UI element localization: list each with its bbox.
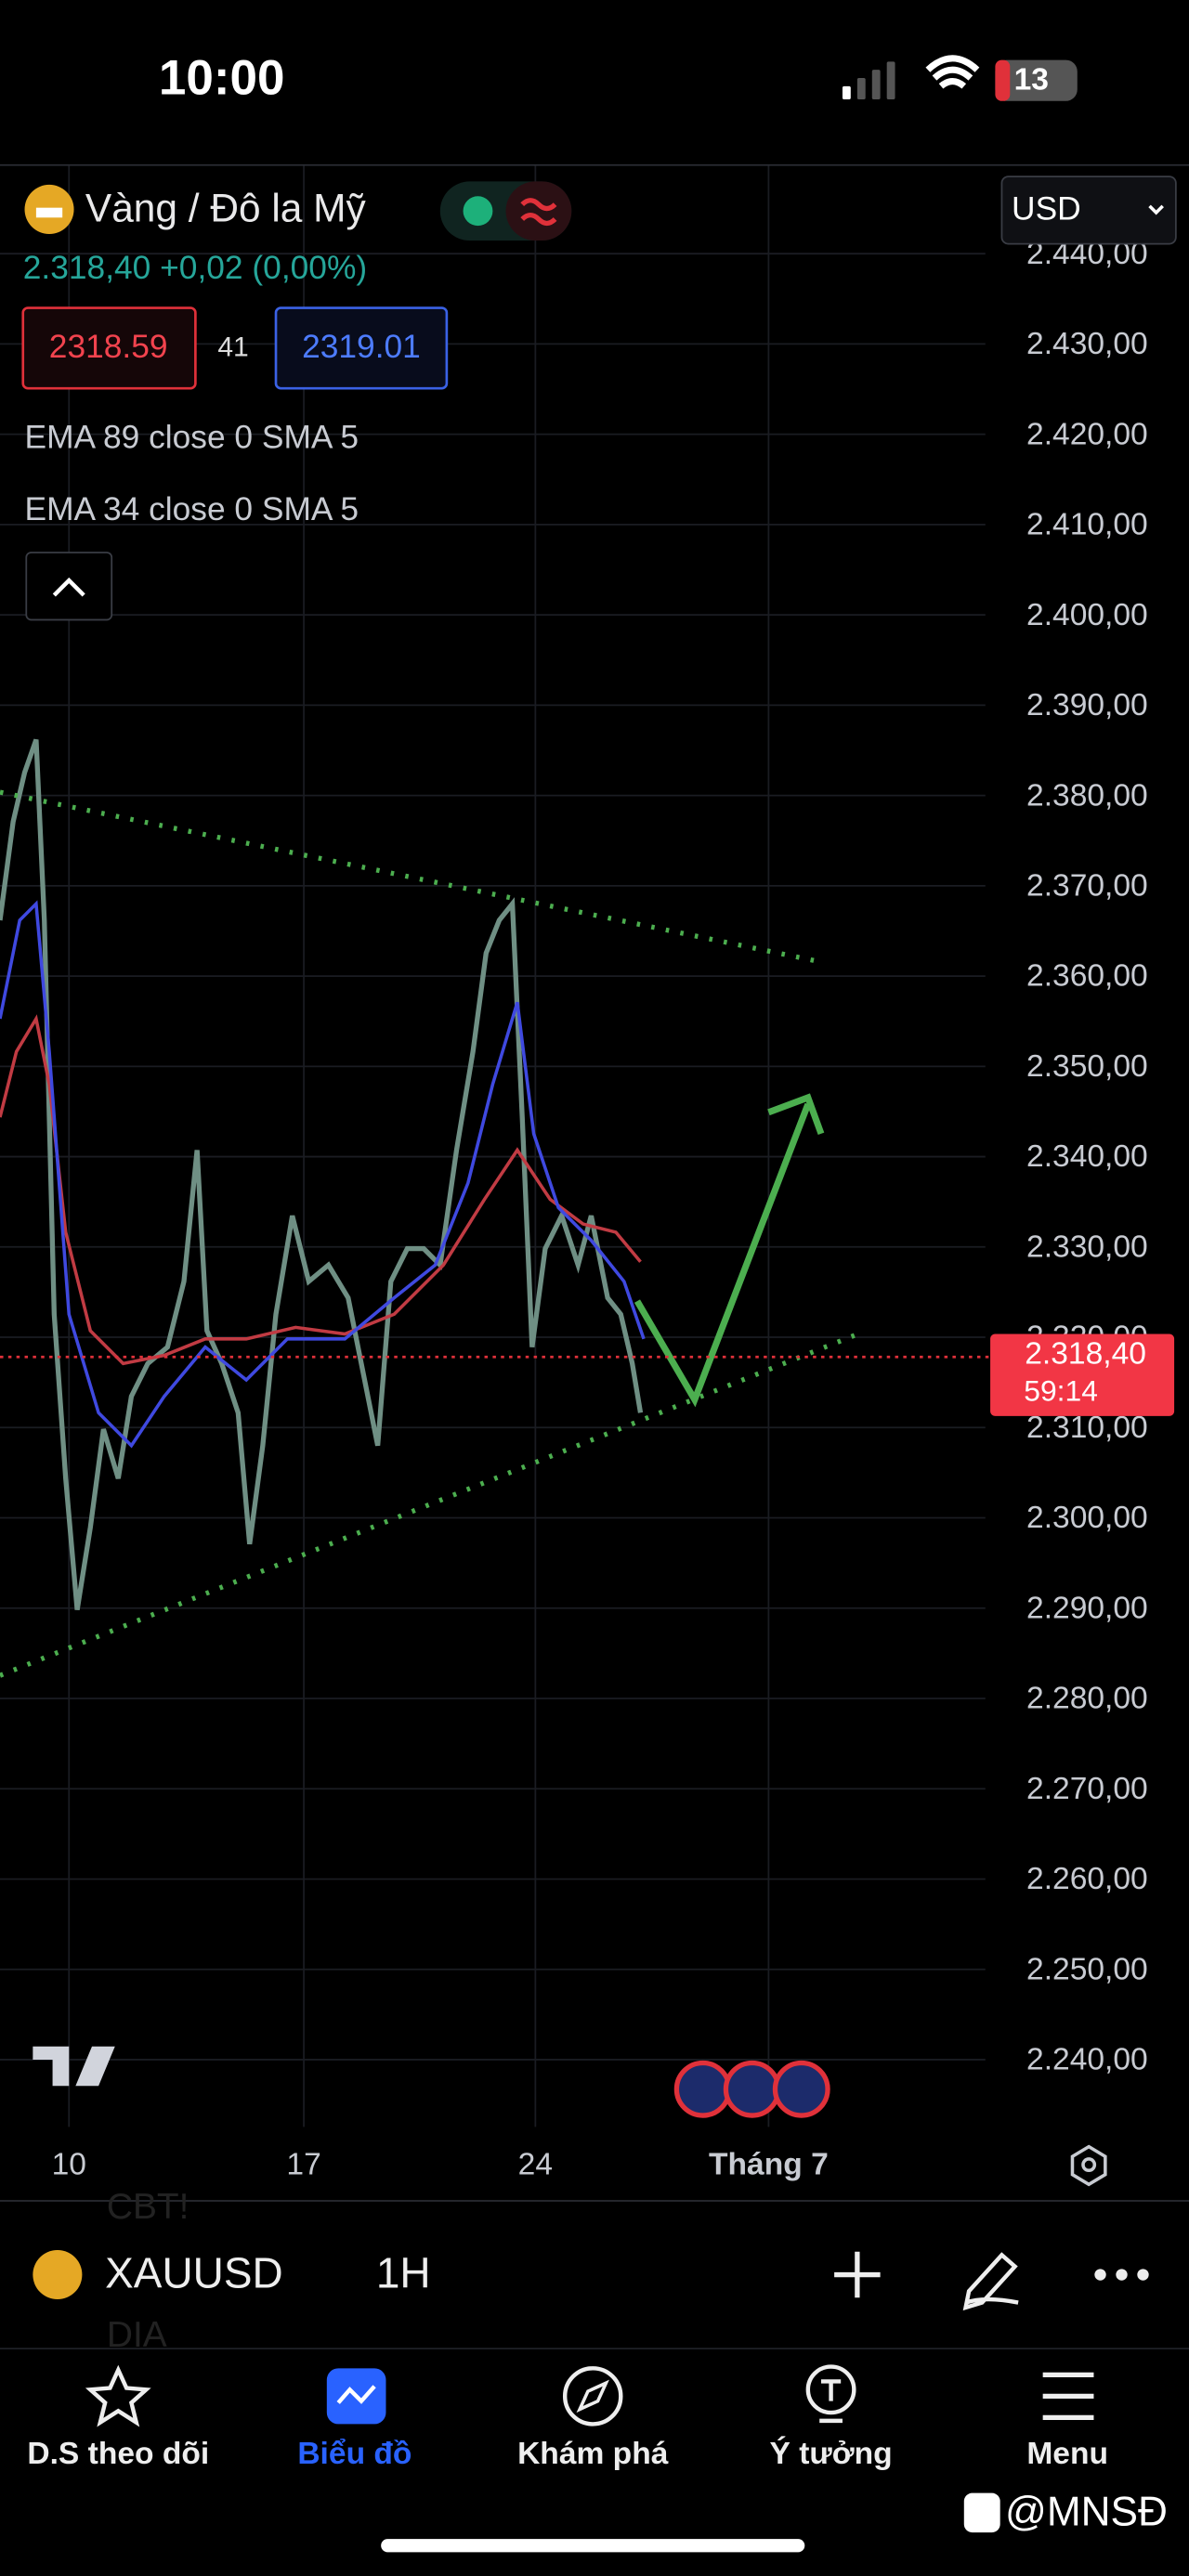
tab-icon-menu[interactable] [1042,2372,1094,2421]
currency-select[interactable] [1000,176,1177,245]
tv-logo [33,2046,115,2087]
price-label: 2.430,00 [1026,327,1148,361]
tab-label[interactable]: Khám phá [517,2437,669,2471]
price-axis: 2.440,002.430,002.420,002.410,002.400,00… [1026,237,1148,2077]
price-label: 2.330,00 [1026,1229,1148,1264]
price-label: 2.410,00 [1026,508,1148,542]
battery [995,59,1078,101]
trendline-bottom [0,1330,864,1678]
tab-icon-ideas[interactable] [805,2364,856,2415]
ema-34 [0,900,646,1449]
tab-icon-bulb [819,2379,843,2424]
price-label: 2.310,00 [1026,1411,1148,1445]
price-label: 2.420,00 [1026,417,1148,451]
date-label: 10 [52,2148,86,2182]
price-label: 2.300,00 [1026,1501,1148,1535]
status-pill-right [505,181,572,241]
price-label: 2.290,00 [1026,1591,1148,1625]
price-label: 2.280,00 [1026,1682,1148,1716]
price-label: 2.380,00 [1026,778,1148,813]
settings-icon[interactable] [1070,2144,1107,2187]
collapse-button[interactable] [25,552,113,621]
indicator[interactable]: EMA 34 close 0 SMA 5 [25,491,359,527]
home-indicator [381,2539,805,2553]
ghost-text: CBT! [107,2187,189,2227]
price-label: 2.360,00 [1026,959,1148,994]
tab-icon-chart-line [336,2385,376,2404]
tab-label[interactable]: D.S theo dõi [27,2437,209,2471]
battery-level [995,59,1011,101]
tab-icon-explore[interactable] [562,2366,623,2426]
tab-icon-compass [576,2379,609,2413]
status-time: 10:00 [159,51,285,106]
wifi-icon [925,55,980,89]
quote: 2.318,40 +0,02 (0,00%) [23,250,367,286]
market-open-dot [463,196,493,227]
symbol-name[interactable]: Vàng / Đô la Mỹ [85,186,367,229]
arrow-head [767,1093,825,1136]
buy-button[interactable] [274,306,449,390]
facebook-icon [963,2492,1000,2533]
event-flags[interactable] [673,2060,830,2118]
signal-icon [842,61,895,99]
price-label: 2.250,00 [1026,1952,1148,1986]
countdown: 59:14 [1024,1374,1098,1408]
gold-icon [33,2250,83,2300]
price-label: 2.240,00 [1026,2043,1148,2077]
time-axis: 10 17 24 Tháng 7 [52,2148,829,2182]
spread: 41 [217,332,248,363]
date-label: 17 [286,2148,320,2182]
currency: USD [1012,191,1081,228]
tab-label-active[interactable]: Biểu đồ [297,2437,412,2471]
bid: 2318.59 [49,329,168,365]
toolbar-interval[interactable]: 1H [376,2248,431,2296]
current-price: 2.318,40 [1025,1336,1146,1371]
tab-label[interactable]: Menu [1026,2437,1108,2471]
chevron-down [1148,204,1164,215]
ask: 2319.01 [302,329,421,365]
gold-bar [35,207,63,218]
price-label: 2.350,00 [1026,1049,1148,1084]
draw-button[interactable] [962,2252,1019,2311]
tab-label[interactable]: Ý tưởng [770,2436,893,2471]
price-label: 2.400,00 [1026,598,1148,632]
price-series [0,738,644,1610]
date-label: 24 [518,2148,553,2182]
price-tag [990,1334,1175,1416]
price-label: 2.270,00 [1026,1772,1148,1806]
indicator[interactable]: EMA 89 close 0 SMA 5 [25,419,359,455]
price-label: 2.260,00 [1026,1862,1148,1896]
price-label: 2.390,00 [1026,688,1148,722]
chart-grid [0,164,986,2127]
tab-icon-watchlist[interactable] [85,2364,151,2427]
delay-icon [520,198,557,227]
price-label: 2.340,00 [1026,1139,1148,1174]
sell-button[interactable] [21,306,197,390]
settings-dot [1081,2157,1097,2173]
toolbar-symbol[interactable]: XAUUSD [105,2248,283,2296]
trendline-top [0,789,818,964]
ema-89 [0,1014,642,1366]
add-button[interactable] [834,2251,881,2298]
forecast-arrow [634,1102,812,1408]
chevron-up [52,577,85,597]
price-label: 2.370,00 [1026,868,1148,903]
watermark: @MNSĐ [1005,2489,1168,2534]
battery-text: 13 [1014,62,1049,97]
date-label: Tháng 7 [709,2148,829,2182]
more-button[interactable] [1094,2269,1149,2281]
